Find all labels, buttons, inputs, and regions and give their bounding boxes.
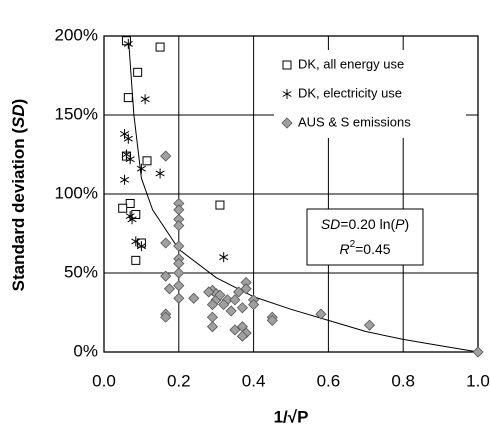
point [136,241,146,252]
y-tick-label: 100% [55,183,98,202]
point [225,305,237,317]
point [219,252,229,263]
annotation-part: SD [321,216,340,232]
point [203,286,215,298]
point [160,270,172,282]
point [136,163,146,174]
point [125,211,135,222]
point [229,294,241,306]
point [236,302,248,314]
point [206,299,219,311]
y-title-part: Standard deviation ( [9,128,28,292]
legend-label: DK, all energy use [298,56,404,71]
point [188,292,200,304]
point [125,198,135,208]
x-tick-label: 0.0 [92,371,116,390]
point [160,311,172,323]
point [315,308,327,320]
y-title-part: ) [9,99,28,105]
y-axis-title: Standard deviation (SD) [9,99,28,292]
point [173,280,185,292]
legend-label: DK, electricity use [298,85,402,100]
legend-label: AUS & S emissions [298,114,411,129]
point [123,38,133,49]
x-tick-label: 1.0 [466,371,490,390]
point [472,346,484,358]
annotation-part: =0.45 [355,241,391,257]
point [173,240,185,252]
point [218,299,230,311]
point [163,283,176,295]
point [229,324,241,336]
x-axis-title: 1/√P [274,407,309,426]
point [118,203,128,213]
point [131,255,141,265]
point [127,214,137,225]
point [160,237,172,249]
point [215,200,225,210]
point [240,283,252,295]
annotation: R2=0.45 [339,239,390,257]
annotation-part: R [339,241,349,257]
legend-box [274,50,466,138]
x-tick-label: 0.4 [242,371,266,390]
point [214,289,226,301]
x-tick-label: 0.8 [391,371,415,390]
plot-border [103,35,479,353]
point [236,330,248,342]
annotation-box [306,208,424,266]
legend-marker [282,89,292,99]
point [266,314,278,326]
legend-marker [282,60,292,70]
point [125,154,135,165]
y-tick-label: 150% [55,104,98,123]
y-tick-label: 0% [73,341,98,360]
x-tick-label: 0.6 [317,371,341,390]
point [160,150,172,162]
point [233,286,245,298]
annotation-part: =0.20 ln( [340,216,395,232]
point [363,319,376,331]
point [142,156,152,166]
point [123,93,133,103]
point [133,67,143,77]
point [173,267,185,279]
point [121,149,131,160]
point [120,128,130,139]
point [206,321,219,333]
point [120,174,130,185]
point [173,220,185,232]
point [140,94,150,105]
point [248,299,260,311]
point [123,133,133,144]
annotation-part: P [395,216,405,232]
point [173,292,185,304]
point [155,42,165,52]
legend-marker [281,117,293,129]
point [155,168,165,179]
annotation-part: ) [405,216,410,232]
y-tick-label: 50% [64,262,98,281]
y-tick-label: 200% [55,25,98,44]
y-title-part: SD [9,104,28,128]
annotation-part: 2 [350,239,356,250]
x-tick-label: 0.2 [167,371,191,390]
point [131,236,141,247]
annotation: SD=0.20 ln(P) [321,216,409,232]
